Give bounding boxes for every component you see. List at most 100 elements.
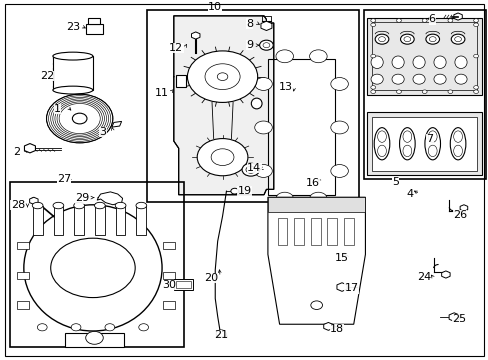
Text: 24: 24	[416, 272, 430, 282]
Bar	[53, 206, 63, 235]
Circle shape	[396, 19, 401, 22]
Ellipse shape	[454, 56, 466, 68]
Circle shape	[454, 37, 461, 42]
Ellipse shape	[53, 202, 63, 209]
Circle shape	[72, 113, 87, 124]
Circle shape	[374, 34, 388, 44]
Circle shape	[254, 77, 272, 90]
Bar	[95, 206, 104, 235]
Text: 27: 27	[57, 174, 71, 184]
Text: 9: 9	[245, 40, 252, 50]
Circle shape	[330, 165, 347, 177]
Bar	[53, 56, 93, 90]
Circle shape	[425, 34, 439, 44]
Ellipse shape	[115, 202, 126, 209]
Ellipse shape	[453, 145, 462, 157]
Circle shape	[447, 90, 452, 94]
Text: 17: 17	[344, 283, 358, 293]
Circle shape	[216, 330, 225, 337]
Text: 23: 23	[66, 22, 80, 32]
Polygon shape	[163, 301, 175, 309]
Ellipse shape	[427, 131, 436, 142]
Text: 12: 12	[169, 43, 183, 53]
Ellipse shape	[412, 56, 424, 68]
Polygon shape	[163, 242, 175, 249]
Text: 16: 16	[305, 178, 319, 188]
Polygon shape	[459, 205, 467, 211]
Circle shape	[370, 54, 375, 58]
Circle shape	[197, 139, 247, 176]
Bar	[65, 333, 123, 347]
Bar	[176, 280, 190, 288]
Circle shape	[204, 64, 240, 90]
Circle shape	[217, 73, 227, 81]
Circle shape	[37, 324, 47, 331]
Text: 29: 29	[75, 193, 90, 203]
Bar	[371, 117, 476, 171]
Bar	[366, 18, 481, 95]
Text: 2: 2	[13, 147, 20, 157]
Text: 10: 10	[208, 2, 222, 12]
Bar	[343, 217, 353, 246]
Polygon shape	[17, 301, 29, 309]
Circle shape	[400, 34, 413, 44]
Ellipse shape	[402, 131, 411, 142]
Ellipse shape	[454, 74, 466, 84]
Circle shape	[187, 51, 257, 103]
Text: 14: 14	[247, 163, 261, 173]
Polygon shape	[191, 32, 200, 39]
Ellipse shape	[53, 86, 93, 94]
Circle shape	[473, 86, 478, 89]
Ellipse shape	[433, 74, 445, 84]
Text: 22: 22	[40, 71, 54, 81]
Circle shape	[421, 19, 426, 22]
Bar	[363, 10, 485, 179]
Ellipse shape	[433, 56, 445, 68]
Text: 5: 5	[391, 177, 398, 187]
Circle shape	[450, 34, 464, 44]
Circle shape	[263, 43, 269, 48]
Polygon shape	[453, 13, 461, 20]
Text: 18: 18	[329, 324, 344, 334]
Circle shape	[396, 90, 401, 94]
Polygon shape	[261, 21, 271, 31]
Text: 6: 6	[428, 14, 435, 24]
Circle shape	[259, 40, 273, 50]
Ellipse shape	[377, 131, 386, 142]
Bar	[10, 182, 183, 347]
Bar	[277, 217, 287, 246]
Polygon shape	[163, 272, 175, 279]
Polygon shape	[17, 272, 29, 279]
Ellipse shape	[251, 98, 262, 109]
Circle shape	[473, 19, 478, 22]
Bar	[294, 217, 304, 246]
Text: 27: 27	[57, 174, 71, 184]
Circle shape	[378, 37, 385, 42]
Circle shape	[403, 37, 410, 42]
Circle shape	[242, 163, 259, 176]
Ellipse shape	[453, 131, 462, 142]
Ellipse shape	[449, 128, 465, 160]
Circle shape	[139, 324, 148, 331]
Text: 8: 8	[245, 19, 252, 29]
Circle shape	[309, 50, 326, 63]
Bar	[116, 206, 125, 235]
Ellipse shape	[94, 202, 105, 209]
Text: 25: 25	[451, 314, 465, 324]
Circle shape	[370, 19, 375, 22]
Circle shape	[245, 166, 255, 173]
Circle shape	[330, 77, 347, 90]
Ellipse shape	[370, 74, 383, 84]
Bar	[88, 18, 100, 24]
Ellipse shape	[377, 145, 386, 157]
Ellipse shape	[136, 202, 146, 209]
Text: 28: 28	[11, 200, 25, 210]
Circle shape	[211, 149, 233, 166]
Polygon shape	[267, 197, 365, 324]
Polygon shape	[441, 271, 449, 278]
Bar	[267, 59, 334, 195]
Circle shape	[473, 23, 478, 27]
Ellipse shape	[412, 74, 424, 84]
Bar	[176, 75, 185, 87]
Text: 20: 20	[204, 273, 218, 283]
